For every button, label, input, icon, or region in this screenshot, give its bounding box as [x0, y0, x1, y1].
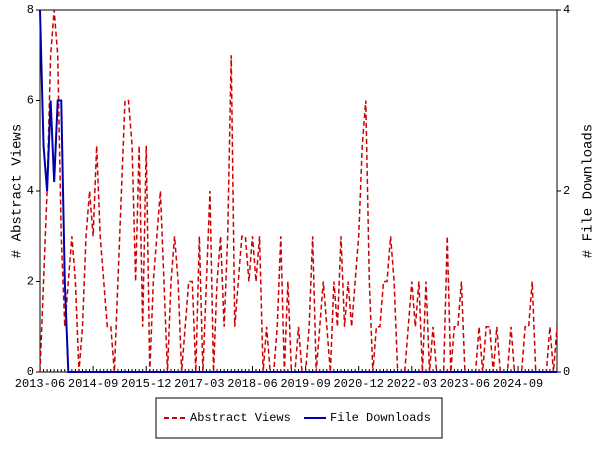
y-tick-label: 8	[27, 3, 34, 17]
y-tick-label: 0	[27, 365, 34, 379]
x-tick-label: 2024-09	[493, 377, 543, 391]
plot-frame	[39, 9, 558, 373]
y-axis-title: # Abstract Views	[10, 124, 26, 258]
x-tick-label: 2013-06	[15, 377, 65, 391]
y2-axis-title: # File Downloads	[581, 124, 597, 258]
x-tick-label: 2015-12	[121, 377, 171, 391]
x-tick-label: 2020-12	[333, 377, 383, 391]
x-tick-label: 2019-09	[280, 377, 330, 391]
y2-tick-label: 0	[563, 365, 570, 379]
x-tick-label: 2022-03	[387, 377, 437, 391]
legend-label: Abstract Views	[190, 411, 291, 425]
series-line	[39, 9, 558, 373]
x-tick-label: 2017-03	[174, 377, 224, 391]
series-line	[39, 9, 557, 373]
y-tick-label: 4	[27, 184, 34, 198]
x-tick-label: 2023-06	[440, 377, 490, 391]
y2-tick-label: 2	[563, 184, 570, 198]
y-tick-label: 2	[27, 275, 34, 289]
y-tick-label: 6	[27, 94, 34, 108]
legend-box	[155, 397, 443, 439]
x-tick-label: 2018-06	[227, 377, 277, 391]
x-tick-label: 2014-09	[68, 377, 118, 391]
y2-tick-label: 4	[563, 3, 570, 17]
legend-label: File Downloads	[330, 411, 431, 425]
